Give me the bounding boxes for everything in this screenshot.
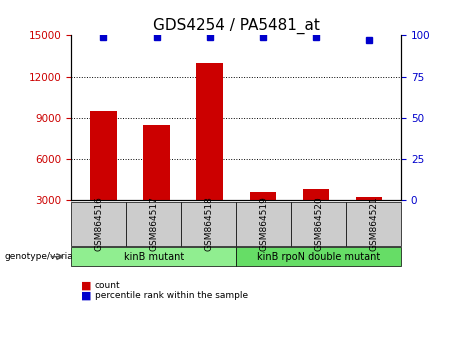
Text: GSM864520: GSM864520 — [314, 196, 323, 251]
Text: ■: ■ — [81, 280, 91, 290]
Title: GDS4254 / PA5481_at: GDS4254 / PA5481_at — [153, 18, 319, 34]
Text: GSM864516: GSM864516 — [95, 196, 103, 251]
Text: genotype/variation: genotype/variation — [5, 252, 91, 261]
Text: count: count — [95, 281, 120, 290]
Text: GSM864519: GSM864519 — [259, 196, 268, 251]
Bar — [356, 197, 383, 241]
Bar — [90, 111, 117, 241]
Bar — [143, 125, 170, 241]
Text: GSM864517: GSM864517 — [149, 196, 159, 251]
Text: percentile rank within the sample: percentile rank within the sample — [95, 291, 248, 301]
Bar — [249, 192, 276, 241]
Text: GSM864521: GSM864521 — [369, 196, 378, 251]
Text: kinB rpoN double mutant: kinB rpoN double mutant — [257, 252, 380, 262]
Text: ■: ■ — [81, 291, 91, 301]
Bar — [303, 189, 329, 241]
Bar — [196, 63, 223, 241]
Text: kinB mutant: kinB mutant — [124, 252, 184, 262]
Text: GSM864518: GSM864518 — [204, 196, 213, 251]
